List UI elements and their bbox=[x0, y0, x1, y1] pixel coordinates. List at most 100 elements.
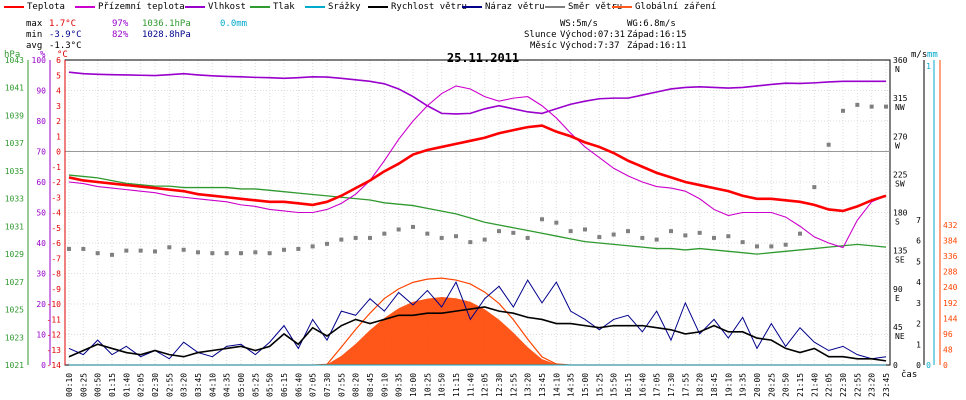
point-smer-vetru bbox=[454, 234, 458, 239]
stat-min-label: min bbox=[26, 30, 43, 40]
axis-ms-tick: 5 bbox=[916, 257, 921, 266]
x-tick-label: 02:05 bbox=[137, 373, 146, 397]
point-smer-vetru bbox=[382, 231, 387, 236]
point-smer-vetru bbox=[325, 241, 329, 246]
axis-percent-tick: 100 bbox=[32, 56, 47, 65]
x-tick-label: 09:35 bbox=[395, 373, 404, 397]
x-tick-label: 04:10 bbox=[208, 373, 217, 397]
x-tick-label: 20:00 bbox=[753, 373, 762, 397]
axis-hpa-tick: 1027 bbox=[5, 278, 24, 287]
point-smer-vetru bbox=[740, 240, 745, 245]
x-tick-label: 18:20 bbox=[696, 373, 705, 397]
point-smer-vetru bbox=[253, 250, 258, 255]
point-smer-vetru bbox=[869, 104, 874, 109]
axis-direction-tick: 225 bbox=[893, 170, 908, 179]
axis-celsius-tick: 0 bbox=[56, 148, 61, 157]
series-rychlost-vetru bbox=[68, 306, 887, 362]
axis-radiation-tick: 96 bbox=[943, 330, 953, 339]
stat-max-label: max bbox=[26, 19, 43, 29]
x-tick-label: 10:00 bbox=[409, 373, 418, 397]
point-smer-vetru bbox=[525, 235, 530, 240]
point-smer-vetru bbox=[353, 235, 358, 240]
legend-label: Rychlost větru bbox=[391, 2, 467, 12]
axis-mm-tick: 1 bbox=[926, 62, 931, 71]
axis-radiation-tick: 48 bbox=[943, 345, 953, 354]
axis-percent-tick: 10 bbox=[36, 331, 46, 340]
axis-celsius-tick: -2 bbox=[51, 178, 61, 187]
point-smer-vetru bbox=[282, 247, 286, 252]
x-tick-label: 05:00 bbox=[237, 373, 246, 397]
axis-direction-tick: S bbox=[895, 218, 900, 227]
axis-radiation-tick: 336 bbox=[943, 252, 958, 261]
axis-percent-tick: 90 bbox=[36, 87, 46, 96]
stat-max-press: 1036.1hPa bbox=[142, 19, 191, 29]
point-smer-vetru bbox=[611, 232, 616, 237]
axis-radiation-tick: 288 bbox=[943, 268, 958, 277]
axis-hpa-tick: 1041 bbox=[5, 84, 24, 93]
x-tick-label: 07:30 bbox=[323, 373, 332, 397]
legend-swatch bbox=[4, 5, 24, 8]
chart-title: 25.11.2011 bbox=[447, 51, 519, 65]
x-tick-label: 00:50 bbox=[94, 373, 103, 397]
axis-direction-tick: 45 bbox=[893, 323, 903, 332]
axis-radiation-tick: 240 bbox=[943, 283, 958, 292]
x-tick-label: 17:55 bbox=[681, 373, 690, 397]
point-smer-vetru bbox=[153, 249, 157, 254]
stat-min-press: 1028.8hPa bbox=[142, 30, 191, 40]
axis-direction-tick: 180 bbox=[893, 209, 908, 218]
axis-direction-tick: SE bbox=[895, 256, 905, 265]
x-tick-label: 23:20 bbox=[868, 373, 877, 397]
x-tick-label: 03:45 bbox=[194, 373, 203, 397]
x-tick-label: 15:25 bbox=[595, 373, 604, 397]
legend-item-smer-vetru: Směr větru bbox=[545, 2, 622, 12]
point-smer-vetru bbox=[626, 229, 630, 234]
legend-label: Přízemní teplota bbox=[98, 2, 185, 12]
point-smer-vetru bbox=[855, 102, 860, 107]
moon-label: Měsíc bbox=[530, 41, 558, 51]
wind-wg: WG:6.8m/s bbox=[627, 19, 676, 29]
legend-label: Globální záření bbox=[635, 2, 717, 12]
legend-swatch bbox=[612, 5, 632, 8]
axis-hpa-tick: 1037 bbox=[5, 139, 24, 148]
axis-celsius-tick: -9 bbox=[51, 285, 61, 294]
point-smer-vetru bbox=[497, 229, 501, 234]
x-tick-label: 15:50 bbox=[610, 373, 619, 397]
x-tick-label: 21:40 bbox=[810, 373, 819, 397]
axis-hpa-tick: 1025 bbox=[5, 306, 24, 315]
axis-percent-tick: 50 bbox=[36, 209, 46, 218]
x-tick-label: 02:55 bbox=[165, 373, 174, 397]
axis-celsius-tick: 5 bbox=[56, 71, 61, 80]
legend-swatch bbox=[462, 5, 482, 8]
legend-swatch bbox=[185, 5, 205, 8]
axis-ms-tick: 4 bbox=[916, 278, 921, 287]
x-tick-label: 16:15 bbox=[624, 373, 633, 397]
x-tick-label: 12:30 bbox=[495, 373, 504, 397]
legend-swatch bbox=[305, 5, 325, 8]
x-tick-label: 17:30 bbox=[667, 373, 676, 397]
legend-item-teplota: Teplota bbox=[4, 2, 65, 12]
x-tick-label: 08:20 bbox=[352, 373, 361, 397]
axis-percent-tick: 30 bbox=[36, 270, 46, 279]
axis-label-celsius: °C bbox=[57, 50, 68, 60]
legend-swatch bbox=[368, 5, 388, 8]
point-smer-vetru bbox=[812, 185, 817, 190]
point-smer-vetru bbox=[540, 217, 544, 222]
x-tick-label: 02:30 bbox=[151, 373, 160, 397]
axis-celsius-tick: -8 bbox=[51, 270, 61, 279]
axis-percent-tick: 70 bbox=[36, 148, 46, 157]
x-tick-label: 19:35 bbox=[739, 373, 748, 397]
point-smer-vetru bbox=[697, 230, 702, 235]
axis-ms-tick: 7 bbox=[916, 216, 921, 225]
axis-direction-tick: 90 bbox=[893, 285, 903, 294]
axis-celsius-tick: -14 bbox=[47, 361, 62, 370]
axis-hpa-tick: 1031 bbox=[5, 222, 24, 231]
x-tick-label: 22:55 bbox=[853, 373, 862, 397]
stat-rain: 0.0mm bbox=[220, 19, 248, 29]
x-tick-label: 23:45 bbox=[882, 373, 891, 397]
point-smer-vetru bbox=[138, 248, 143, 253]
axis-celsius-tick: -5 bbox=[51, 224, 61, 233]
x-tick-label: 11:40 bbox=[466, 373, 475, 397]
axis-percent-tick: 80 bbox=[36, 117, 46, 126]
axis-radiation-tick: 384 bbox=[943, 237, 958, 246]
axis-direction-tick: 0 bbox=[893, 361, 898, 370]
